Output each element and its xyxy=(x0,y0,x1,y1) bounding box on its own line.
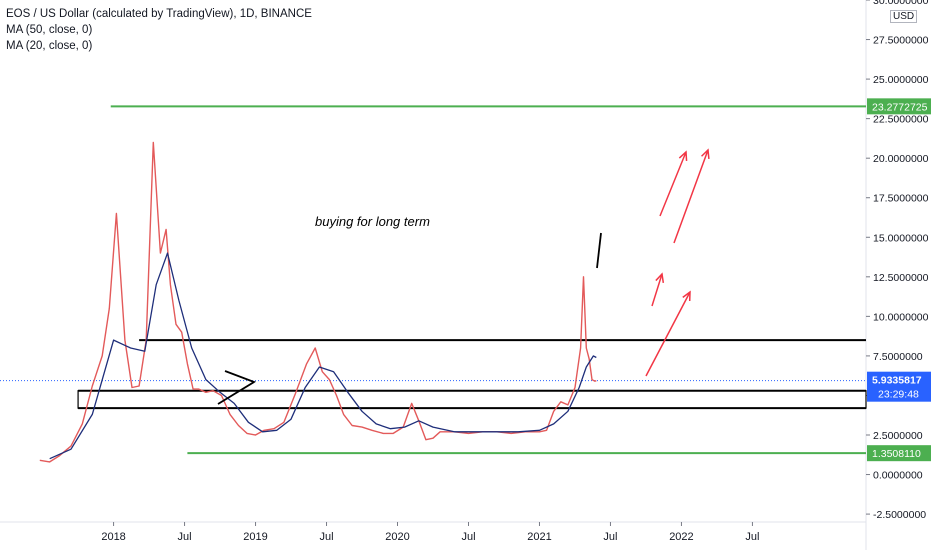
x-tick-label: 2021 xyxy=(527,531,551,543)
spike-line xyxy=(596,232,602,269)
y-tick-label: 7.5000000 xyxy=(873,351,923,363)
current-price-label: 5.9335817 xyxy=(872,375,922,387)
currency-label[interactable]: USD xyxy=(890,10,918,23)
y-tick-label: 10.0000000 xyxy=(873,311,929,323)
countdown-label: 23:29:48 xyxy=(878,389,919,401)
trend-arrow-head xyxy=(678,150,688,162)
y-tick-label: 15.0000000 xyxy=(873,232,929,244)
x-tick-label: 2022 xyxy=(669,531,693,543)
level-tag xyxy=(867,445,931,462)
y-tick-label: 22.5000000 xyxy=(873,114,929,126)
trend-arrow xyxy=(645,291,691,377)
y-tick-label: 20.0000000 xyxy=(873,153,929,165)
x-tick-label: Jul xyxy=(461,531,475,543)
trend-arrow-head xyxy=(701,148,710,160)
x-tick-label: Jul xyxy=(603,531,617,543)
level-tag-label: 1.3508110 xyxy=(872,448,921,460)
x-tick-label: Jul xyxy=(319,531,333,543)
y-tick-label: 25.0000000 xyxy=(873,74,929,86)
y-tick-label: 30.0000000 xyxy=(873,0,929,7)
trend-arrow xyxy=(673,149,709,244)
y-tick-label: 17.5000000 xyxy=(873,193,929,205)
x-tick-label: Jul xyxy=(745,531,759,543)
legend-title[interactable]: EOS / US Dollar (calculated by TradingVi… xyxy=(6,8,312,20)
y-tick-label: 27.5000000 xyxy=(873,35,929,47)
x-tick-label: 2019 xyxy=(243,531,267,543)
wedge-pattern xyxy=(217,370,257,405)
x-tick-label: 2020 xyxy=(385,531,409,543)
trend-arrow-head xyxy=(682,290,691,302)
y-tick-label: -2.5000000 xyxy=(873,509,926,521)
price-series-line xyxy=(39,141,597,463)
chart-legend: EOS / US Dollar (calculated by TradingVi… xyxy=(6,6,312,54)
current-price-tag xyxy=(867,371,931,402)
level-tag xyxy=(867,98,931,115)
moving-average-line xyxy=(49,252,597,460)
range-box xyxy=(77,390,867,409)
level-tag-label: 23.2772725 xyxy=(872,101,928,113)
trend-arrow xyxy=(651,273,663,307)
y-tick-label: 2.5000000 xyxy=(873,430,923,442)
legend-ma50[interactable]: MA (50, close, 0) xyxy=(6,24,93,36)
trend-arrow-head xyxy=(655,272,665,284)
legend-ma20[interactable]: MA (20, close, 0) xyxy=(6,40,93,52)
y-tick-label: 0.0000000 xyxy=(873,470,923,482)
x-tick-label: 2018 xyxy=(101,531,125,543)
y-tick-label: 12.5000000 xyxy=(873,272,929,284)
x-tick-label: Jul xyxy=(178,531,192,543)
trend-arrow xyxy=(659,151,687,217)
annotation-text: buying for long term xyxy=(315,214,430,229)
